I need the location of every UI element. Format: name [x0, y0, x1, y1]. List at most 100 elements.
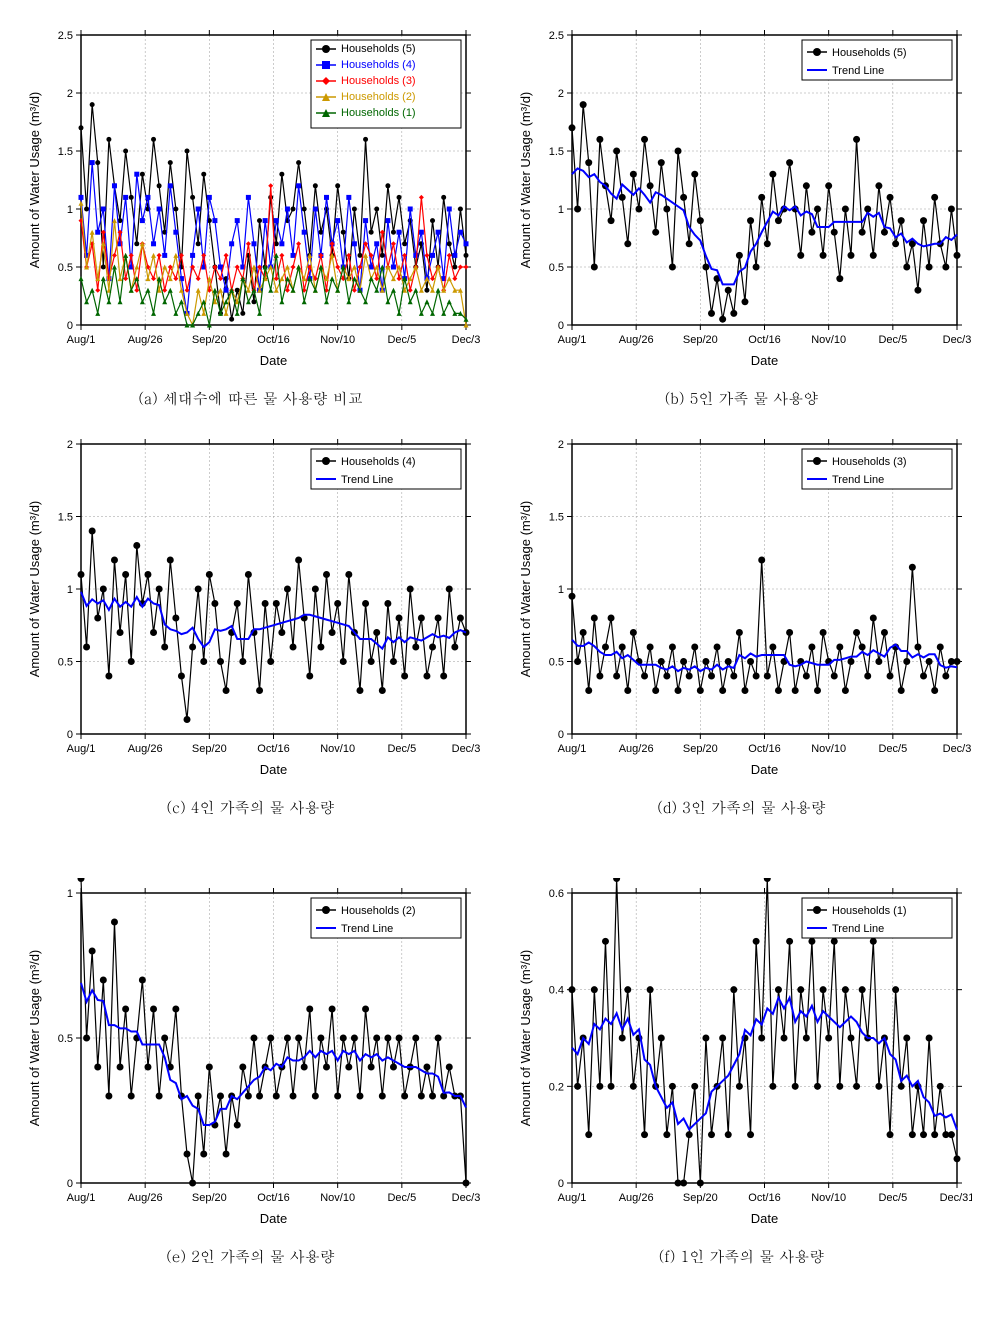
- svg-text:Households (3): Households (3): [341, 75, 416, 87]
- svg-text:0.4: 0.4: [548, 985, 563, 997]
- svg-text:0.5: 0.5: [548, 657, 563, 669]
- svg-text:2: 2: [66, 439, 72, 451]
- chart-cell-c: 00.511.52Aug/1Aug/26Sep/20Oct/16Nov/10De…: [20, 429, 481, 818]
- svg-text:Sep/20: Sep/20: [191, 1192, 226, 1204]
- svg-text:Dec/3: Dec/3: [451, 334, 480, 346]
- svg-text:Aug/1: Aug/1: [557, 334, 586, 346]
- svg-text:0: 0: [66, 320, 72, 332]
- svg-text:Oct/16: Oct/16: [748, 743, 780, 755]
- svg-text:Aug/26: Aug/26: [618, 1192, 653, 1204]
- svg-text:Trend Line: Trend Line: [341, 923, 393, 935]
- svg-text:Households (3): Households (3): [832, 456, 907, 468]
- chart-f: 00.20.40.6Aug/1Aug/26Sep/20Oct/16Nov/10D…: [512, 878, 972, 1238]
- svg-text:Aug/26: Aug/26: [618, 743, 653, 755]
- svg-text:Oct/16: Oct/16: [257, 743, 289, 755]
- svg-text:Aug/1: Aug/1: [66, 1192, 95, 1204]
- svg-text:0.5: 0.5: [57, 657, 72, 669]
- chart-grid: 0 0.5 1 1.5 2 2.5 Aug/1 Aug/26 Sep/20 Oct/16 Nov/1…: [20, 20, 972, 1267]
- svg-text:Trend Line: Trend Line: [832, 65, 884, 77]
- svg-text:0: 0: [557, 320, 563, 332]
- svg-text:Date: Date: [750, 1211, 777, 1226]
- svg-text:Trend Line: Trend Line: [341, 474, 393, 486]
- svg-text:Households (5): Households (5): [832, 47, 907, 59]
- svg-text:Nov/10: Nov/10: [320, 334, 355, 346]
- svg-text:Sep/20: Sep/20: [682, 743, 717, 755]
- svg-text:Sep/20: Sep/20: [191, 743, 226, 755]
- svg-text:0.5: 0.5: [57, 262, 72, 274]
- svg-text:Trend Line: Trend Line: [832, 923, 884, 935]
- svg-text:Nov/10: Nov/10: [811, 1192, 846, 1204]
- chart-a: 00.511.522.5Aug/1Aug/26Sep/20Oct/16Nov/1…: [21, 20, 481, 380]
- svg-text:Dec/5: Dec/5: [387, 334, 416, 346]
- chart-cell-e: 00.51Aug/1Aug/26Sep/20Oct/16Nov/10Dec/5D…: [20, 878, 481, 1267]
- chart-cell-d: 00.511.52Aug/1Aug/26Sep/20Oct/16Nov/10De…: [511, 429, 972, 818]
- svg-text:Aug/1: Aug/1: [557, 743, 586, 755]
- svg-text:Dec/3: Dec/3: [451, 1192, 480, 1204]
- svg-text:2.5: 2.5: [548, 30, 563, 42]
- svg-text:Amount of Water Usage (m³/d): Amount of Water Usage (m³/d): [27, 501, 42, 678]
- svg-text:Amount of Water Usage (m³/d): Amount of Water Usage (m³/d): [518, 92, 533, 269]
- svg-text:Dec/5: Dec/5: [387, 743, 416, 755]
- svg-text:Dec/3: Dec/3: [942, 334, 971, 346]
- caption-f: (f) 1인 가족의 물 사용량: [659, 1246, 825, 1267]
- svg-text:Date: Date: [259, 762, 286, 777]
- chart-e: 00.51Aug/1Aug/26Sep/20Oct/16Nov/10Dec/5D…: [21, 878, 481, 1238]
- chart-d: 00.511.52Aug/1Aug/26Sep/20Oct/16Nov/10De…: [512, 429, 972, 789]
- svg-text:Amount of Water Usage (m³/d): Amount of Water Usage (m³/d): [27, 950, 42, 1127]
- svg-text:Households (4): Households (4): [341, 59, 416, 71]
- svg-text:Dec/31: Dec/31: [939, 1192, 971, 1204]
- svg-text:Nov/10: Nov/10: [320, 1192, 355, 1204]
- svg-text:Trend Line: Trend Line: [832, 474, 884, 486]
- svg-text:Aug/26: Aug/26: [127, 743, 162, 755]
- svg-text:Date: Date: [750, 762, 777, 777]
- svg-text:Households (2): Households (2): [341, 91, 416, 103]
- svg-text:1.5: 1.5: [548, 146, 563, 158]
- caption-d: (d) 3인 가족의 물 사용량: [657, 797, 826, 818]
- svg-text:Date: Date: [750, 353, 777, 368]
- svg-text:Dec/5: Dec/5: [878, 1192, 907, 1204]
- chart-cell-f: 00.20.40.6Aug/1Aug/26Sep/20Oct/16Nov/10D…: [511, 878, 972, 1267]
- chart-c: 00.511.52Aug/1Aug/26Sep/20Oct/16Nov/10De…: [21, 429, 481, 789]
- svg-text:Sep/20: Sep/20: [682, 334, 717, 346]
- svg-text:1: 1: [557, 584, 563, 596]
- svg-text:Amount of Water Usage (m³/d): Amount of Water Usage (m³/d): [518, 501, 533, 678]
- svg-text:Households (5): Households (5): [341, 43, 416, 55]
- svg-text:Dec/3: Dec/3: [451, 743, 480, 755]
- svg-text:1: 1: [66, 584, 72, 596]
- svg-text:Sep/20: Sep/20: [191, 334, 226, 346]
- svg-text:Aug/1: Aug/1: [66, 334, 95, 346]
- svg-text:Households (1): Households (1): [341, 107, 416, 119]
- svg-text:0: 0: [557, 1178, 563, 1190]
- svg-text:Sep/20: Sep/20: [682, 1192, 717, 1204]
- svg-text:Dec/3: Dec/3: [942, 743, 971, 755]
- caption-b: (b) 5인 가족 물 사용양: [665, 388, 819, 409]
- svg-text:Oct/16: Oct/16: [257, 334, 289, 346]
- svg-text:0.5: 0.5: [548, 262, 563, 274]
- svg-text:Amount of Water Usage (m³/d): Amount of Water Usage (m³/d): [27, 92, 42, 269]
- svg-text:Date: Date: [259, 1211, 286, 1226]
- chart-cell-a: 00.511.522.5Aug/1Aug/26Sep/20Oct/16Nov/1…: [20, 20, 481, 409]
- caption-c: (c) 4인 가족의 물 사용량: [166, 797, 334, 818]
- svg-text:1.5: 1.5: [57, 512, 72, 524]
- svg-text:2: 2: [557, 439, 563, 451]
- svg-text:1: 1: [557, 204, 563, 216]
- svg-text:Aug/1: Aug/1: [66, 743, 95, 755]
- svg-text:Aug/26: Aug/26: [127, 1192, 162, 1204]
- svg-text:Aug/26: Aug/26: [618, 334, 653, 346]
- svg-text:Oct/16: Oct/16: [257, 1192, 289, 1204]
- svg-text:1.5: 1.5: [548, 512, 563, 524]
- svg-text:Households (2): Households (2): [341, 905, 416, 917]
- svg-text:Nov/10: Nov/10: [811, 334, 846, 346]
- svg-text:1: 1: [66, 204, 72, 216]
- svg-text:Dec/5: Dec/5: [878, 743, 907, 755]
- svg-text:Aug/26: Aug/26: [127, 334, 162, 346]
- chart-cell-b: 00.511.522.5Aug/1Aug/26Sep/20Oct/16Nov/1…: [511, 20, 972, 409]
- svg-text:Dec/5: Dec/5: [387, 1192, 416, 1204]
- svg-text:Date: Date: [259, 353, 286, 368]
- caption-a: (a) 세대수에 따른 물 사용량 비교: [138, 388, 362, 409]
- svg-text:1: 1: [66, 888, 72, 900]
- svg-text:Nov/10: Nov/10: [320, 743, 355, 755]
- svg-text:Amount of Water Usage (m³/d): Amount of Water Usage (m³/d): [518, 950, 533, 1127]
- svg-text:1.5: 1.5: [57, 146, 72, 158]
- svg-text:Dec/5: Dec/5: [878, 334, 907, 346]
